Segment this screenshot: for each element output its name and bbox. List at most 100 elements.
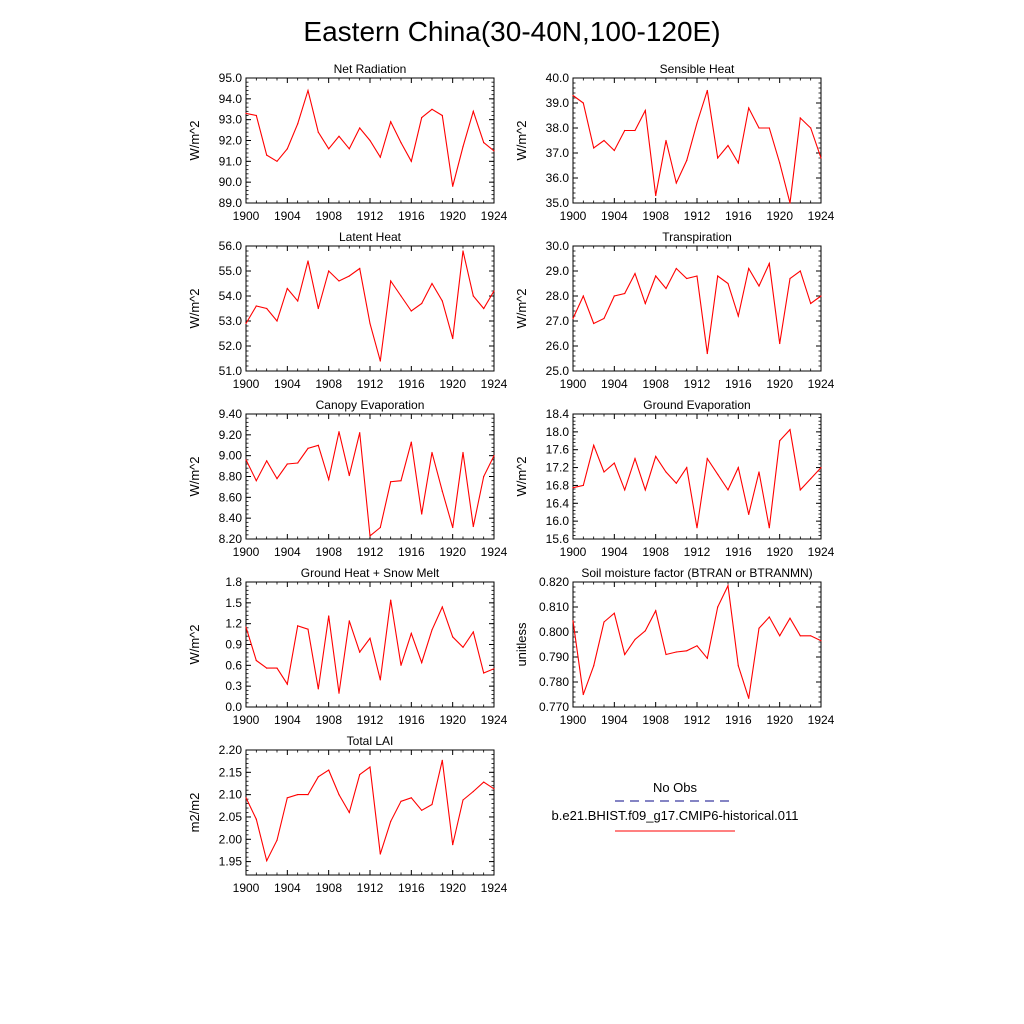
x-tick-label: 1908	[642, 545, 669, 559]
x-tick-label: 1920	[766, 713, 793, 727]
x-tick-label: 1908	[642, 377, 669, 391]
x-tick-label: 1912	[684, 377, 711, 391]
x-tick-label: 1916	[398, 881, 425, 895]
data-point	[379, 156, 381, 158]
data-point	[255, 114, 257, 117]
x-tick-label: 1920	[439, 881, 466, 895]
data-point	[779, 440, 781, 442]
data-point	[245, 626, 247, 628]
data-point	[348, 811, 350, 814]
data-point	[328, 148, 330, 150]
data-point	[431, 629, 433, 631]
data-point	[286, 463, 288, 465]
data-point	[493, 290, 495, 292]
data-point	[379, 679, 381, 681]
plot-frame	[245, 413, 495, 540]
data-point	[706, 89, 708, 92]
data-point	[613, 462, 615, 464]
series-line-net-radiation	[245, 88, 495, 187]
data-point	[665, 653, 667, 656]
data-point	[613, 149, 615, 152]
x-tick-label: 1924	[808, 545, 835, 559]
data-point	[820, 467, 822, 469]
data-point	[779, 162, 781, 164]
data-point	[582, 693, 584, 696]
panel-transpiration: Transpiration W/m^2 25.0 26.0 27.0 28.0 29.0 30…	[514, 230, 835, 391]
x-tick-label: 1900	[233, 545, 260, 559]
data-point	[768, 527, 770, 529]
data-point	[379, 853, 381, 855]
data-point	[572, 317, 574, 320]
data-point	[462, 799, 464, 801]
data-point	[582, 484, 584, 486]
x-tick-label: 1908	[315, 713, 342, 727]
data-point	[421, 662, 423, 664]
panel-ground-evaporation: Ground Evaporation W/m^2 15.6 16.0 16.4 16.8 1…	[514, 398, 835, 559]
y-tick-label: 1.5	[225, 596, 242, 610]
x-tick-label: 1920	[439, 377, 466, 391]
y-tick-label: 25.0	[546, 364, 570, 378]
data-point	[276, 667, 278, 669]
data-point	[410, 160, 412, 162]
x-tick-label: 1916	[725, 377, 752, 391]
y-tick-label: 0.3	[225, 679, 242, 693]
data-point	[441, 490, 443, 492]
data-point	[820, 640, 822, 642]
x-tick-label: 1904	[601, 209, 628, 223]
data-point	[421, 302, 423, 305]
x-tick-label: 1920	[766, 209, 793, 223]
data-point	[266, 460, 268, 462]
data-point	[297, 462, 299, 464]
data-point	[810, 127, 812, 129]
data-point	[307, 447, 309, 449]
data-point	[686, 277, 688, 280]
data-point	[421, 809, 423, 811]
data-point	[390, 481, 392, 483]
y-tick-label: 16.4	[546, 496, 570, 510]
data-point	[266, 307, 268, 310]
data-point	[348, 620, 350, 622]
data-point	[338, 794, 340, 796]
x-tick-label: 1904	[601, 377, 628, 391]
x-tick-label: 1900	[233, 377, 260, 391]
data-point	[613, 612, 615, 614]
x-tick-label: 1904	[601, 545, 628, 559]
data-point	[665, 287, 667, 290]
x-tick-label: 1900	[560, 713, 587, 727]
y-tick-label: 54.0	[219, 289, 243, 303]
x-tick-label: 1924	[808, 713, 835, 727]
x-tick-label: 1900	[233, 209, 260, 223]
y-tick-label: 38.0	[546, 121, 570, 135]
data-point	[727, 144, 729, 147]
data-point	[297, 625, 299, 627]
y-tick-label: 2.05	[219, 810, 243, 824]
data-point	[493, 455, 495, 457]
y-axis-label: W/m^2	[187, 288, 202, 328]
data-point	[696, 122, 698, 124]
plot-frame	[572, 77, 822, 204]
data-point	[390, 280, 392, 282]
data-point	[758, 471, 760, 473]
data-point	[359, 774, 361, 776]
data-point	[748, 107, 750, 109]
plot-frame	[245, 581, 495, 708]
y-tick-label: 35.0	[546, 196, 570, 210]
series-line-latent-heat	[245, 250, 495, 362]
panel-title: Net Radiation	[334, 62, 407, 76]
y-tick-label: 1.8	[225, 575, 242, 589]
x-tick-label: 1920	[439, 713, 466, 727]
x-tick-label: 1900	[233, 713, 260, 727]
data-point	[737, 315, 739, 317]
y-axis-label: W/m^2	[514, 120, 529, 160]
plot-frame	[245, 245, 495, 372]
plot-frame	[572, 413, 822, 540]
y-tick-label: 0.6	[225, 658, 242, 672]
data-point	[768, 127, 770, 129]
data-point	[483, 142, 485, 144]
data-point	[245, 459, 247, 461]
data-point	[644, 302, 646, 305]
y-tick-label: 94.0	[219, 92, 243, 106]
y-tick-label: 0.0	[225, 700, 242, 714]
x-tick-label: 1908	[642, 209, 669, 223]
